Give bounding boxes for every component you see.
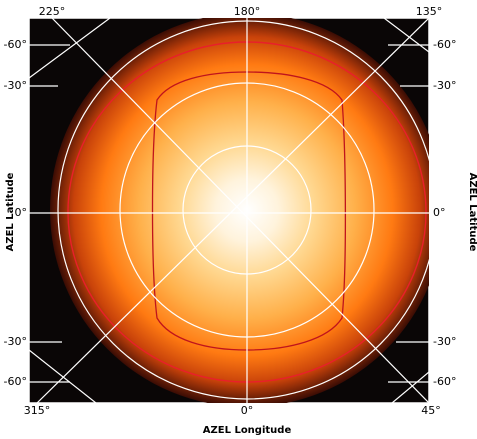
right-tick-label: 0° [433,206,446,219]
latitude-arc [391,371,429,403]
meridian-line [36,18,429,403]
y-axis-title: AZEL Latitude [5,172,16,251]
left-tick-label: -30° [4,335,27,348]
top-tick-label: 180° [234,5,261,18]
right-tick-label: -60° [433,38,456,51]
left-tick-label: -30° [4,79,27,92]
top-tick-label: 135° [416,5,443,18]
right-tick-label: -60° [433,375,456,388]
y-axis-title-right: AZEL Latitude [467,173,477,252]
x-axis-title: AZEL Longitude [203,425,292,436]
left-tick-label: -60° [4,38,27,51]
right-tick-label: -30° [433,79,456,92]
coordinate-grid [29,18,429,403]
left-tick-label: 0° [15,206,28,219]
right-tick-label: -30° [433,335,456,348]
left-tick-label: -60° [4,375,27,388]
bottom-tick-label: 0° [241,404,254,417]
latitude-arc [29,349,97,403]
latitude-arc [383,18,429,53]
top-tick-label: 225° [39,5,66,18]
latitude-arc [29,18,111,79]
bottom-tick-label: 45° [421,404,441,417]
meridian-line [51,18,429,403]
inner-contour [151,71,347,351]
bottom-tick-label: 315° [24,404,51,417]
